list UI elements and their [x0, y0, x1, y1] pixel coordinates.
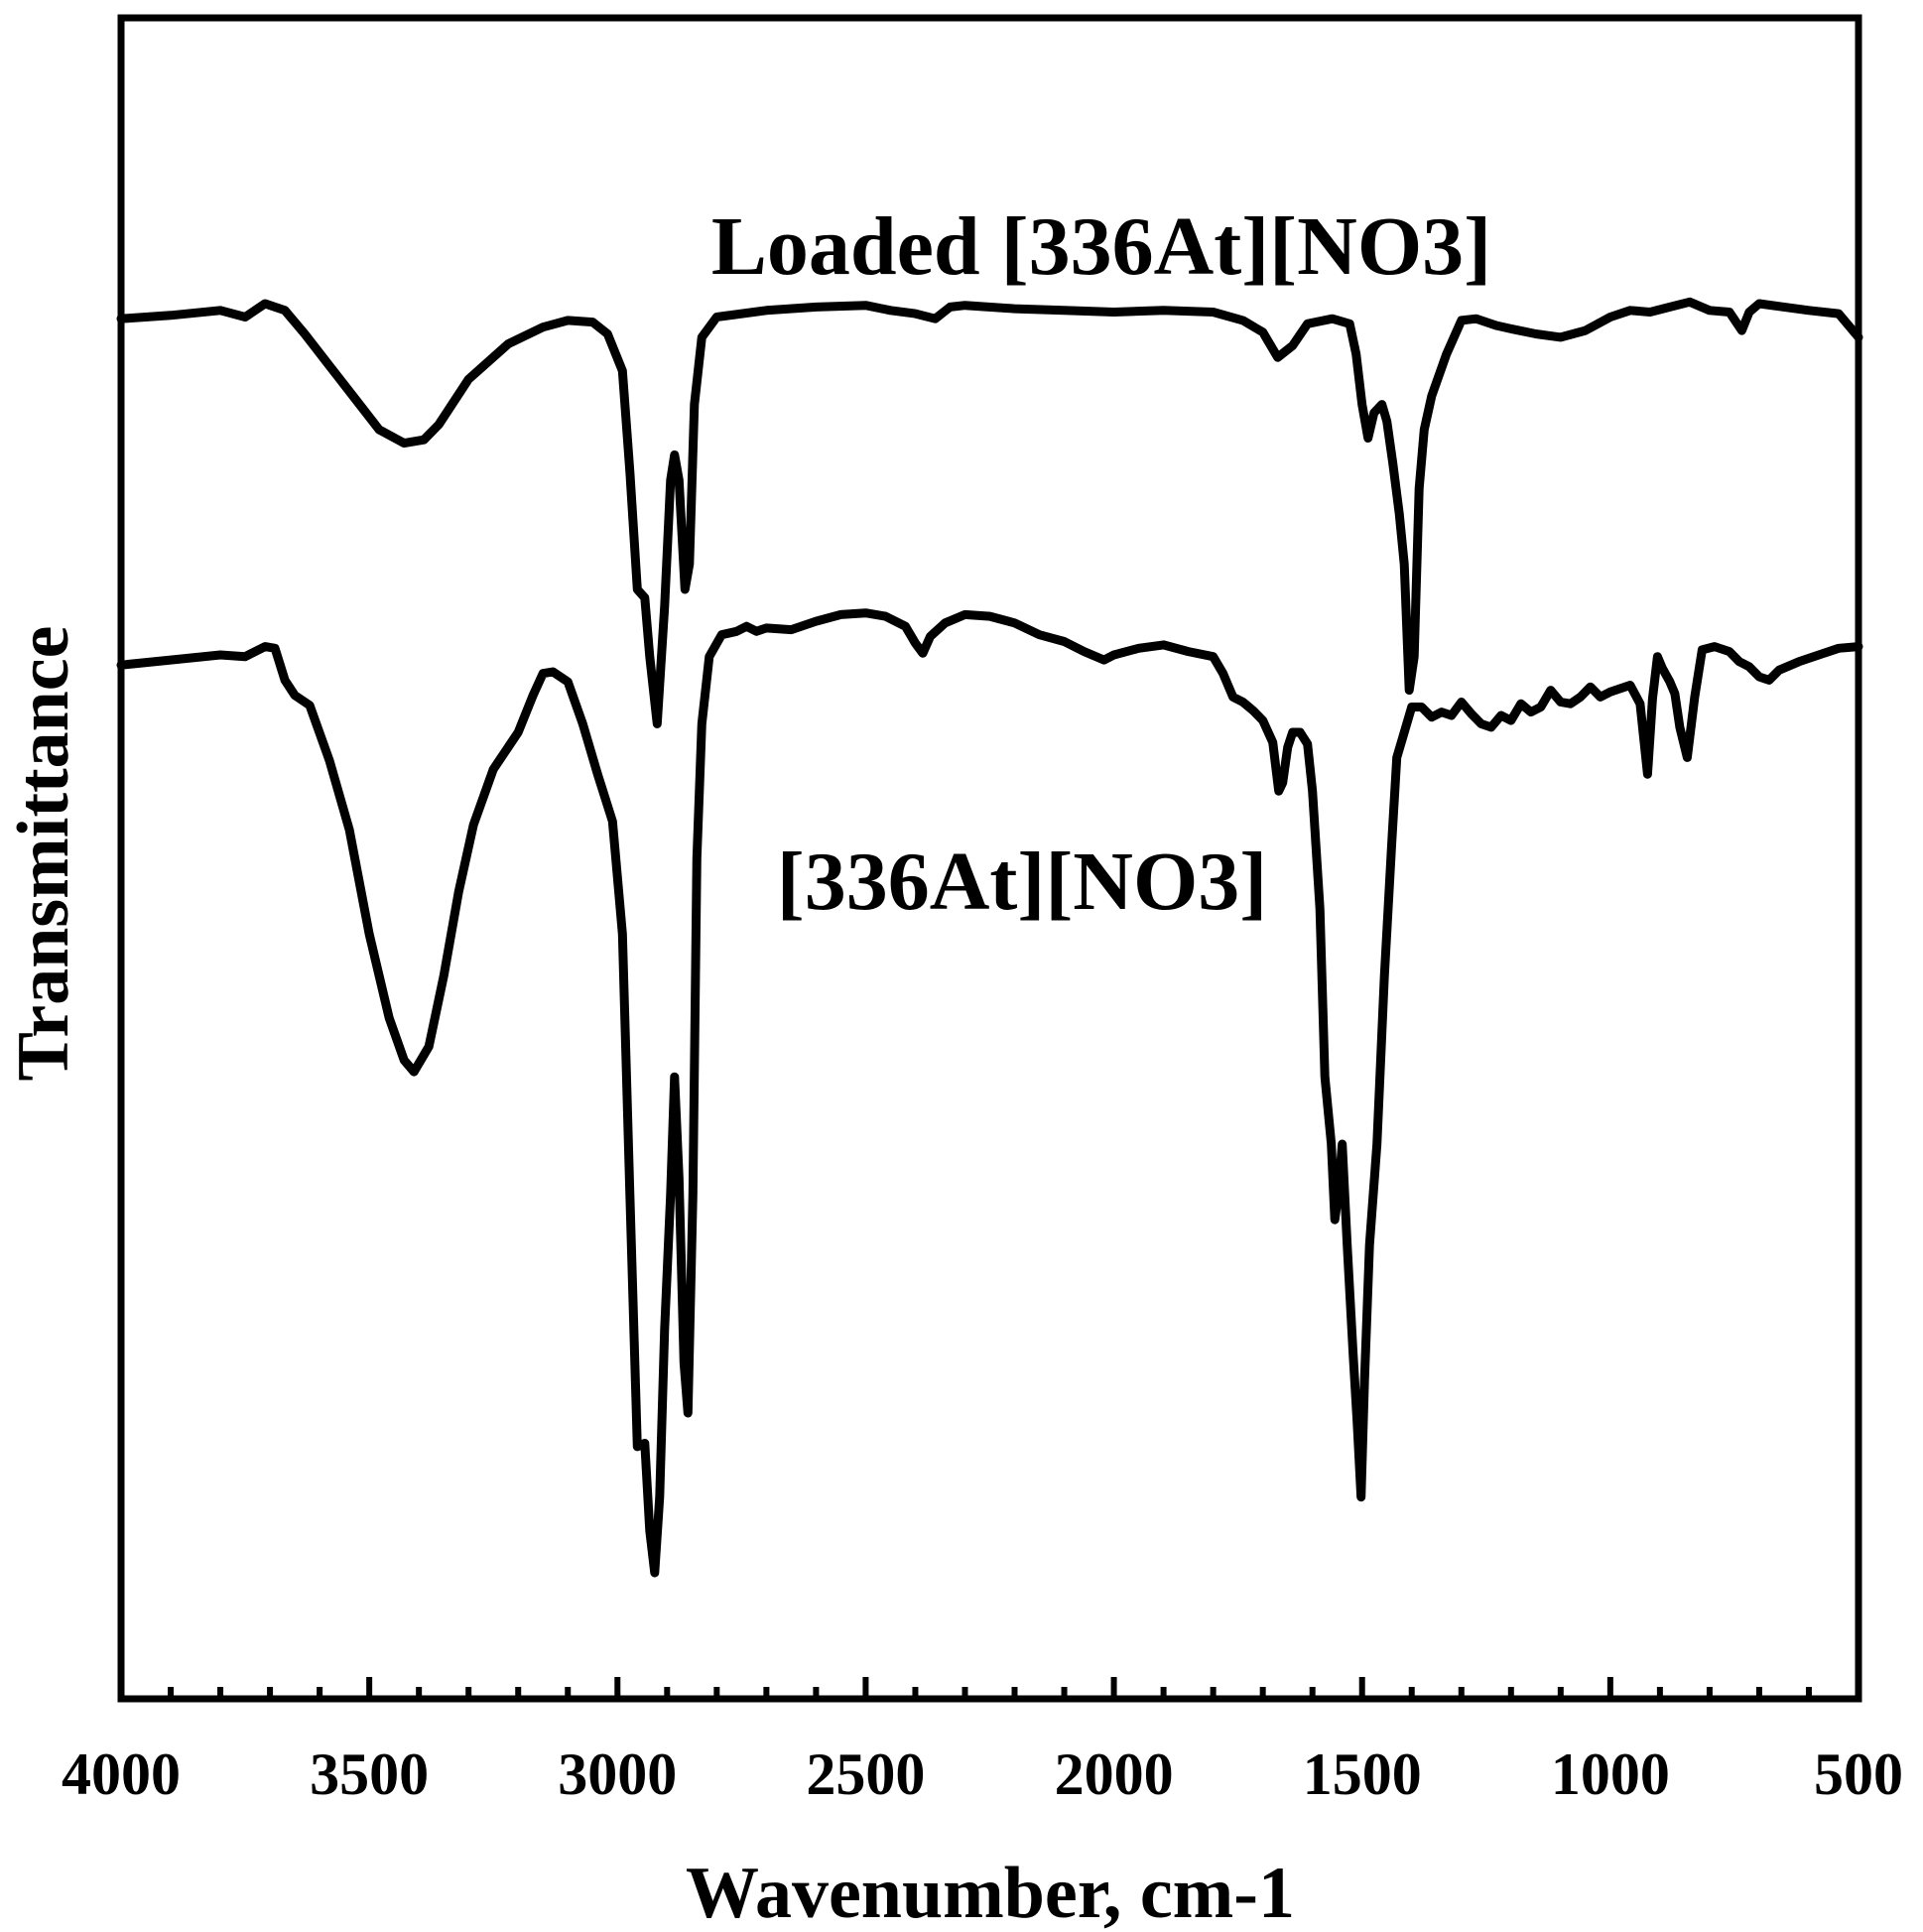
series-label-pristine: [336At][NO3]	[777, 836, 1268, 928]
x-tick-label: 2000	[1055, 1741, 1174, 1807]
x-tick-label: 1500	[1303, 1741, 1422, 1807]
x-axis-label: Wavenumber, cm-1	[686, 1853, 1295, 1932]
plot-frame	[117, 14, 1862, 1703]
x-tick-label: 500	[1814, 1741, 1903, 1807]
trace-loaded	[116, 297, 1863, 728]
x-tick-label: 1000	[1551, 1741, 1670, 1807]
x-axis-ticks	[118, 1677, 1861, 1699]
x-axis-tick-labels: 4000 3500 3000 2500 2000 1500 1000 500	[62, 1741, 1903, 1807]
y-axis-label: Transmittance	[3, 626, 84, 1082]
x-tick-label: 3500	[310, 1741, 429, 1807]
series-label-loaded: Loaded [336At][NO3]	[711, 200, 1491, 293]
trace-pristine	[116, 608, 1863, 1578]
x-tick-label: 3000	[558, 1741, 677, 1807]
x-tick-label: 4000	[62, 1741, 181, 1807]
spectrum-traces	[116, 297, 1863, 1578]
x-tick-label: 2500	[806, 1741, 925, 1807]
